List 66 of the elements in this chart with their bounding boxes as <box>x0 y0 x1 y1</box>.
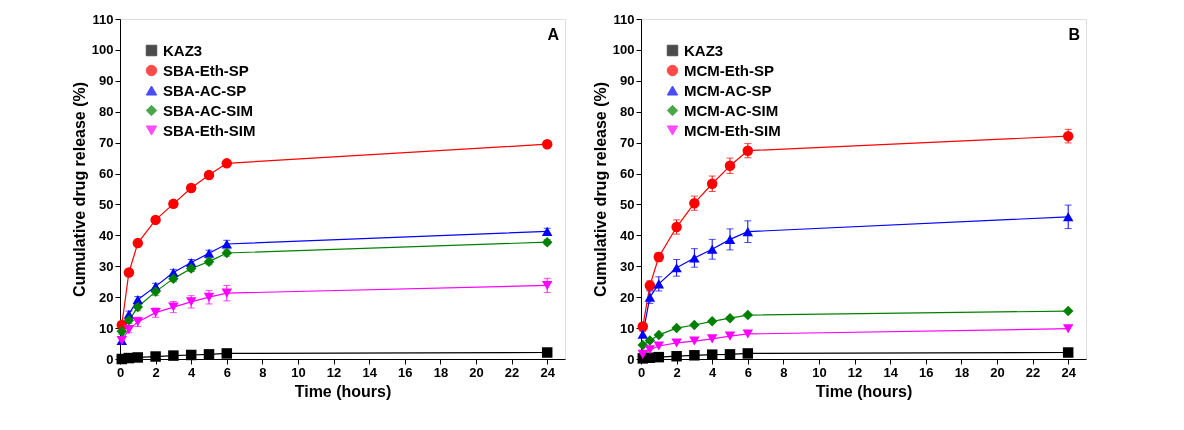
legend-label: MCM-AC-SIM <box>684 101 779 119</box>
x-tick-label: 0 <box>637 364 646 380</box>
x-tick-label: 6 <box>744 364 752 380</box>
legend-label: KAZ3 <box>684 41 724 59</box>
y-tick-label: 0 <box>106 351 114 367</box>
y-tick-label: 0 <box>627 351 635 367</box>
y-axis-title: Cumulative drug release (%) <box>591 81 609 298</box>
y-tick-label: 110 <box>613 11 635 27</box>
x-tick-label: 10 <box>812 364 827 380</box>
x-tick-label: 18 <box>954 364 970 380</box>
y-tick-label: 30 <box>99 258 114 274</box>
annotation: A <box>547 26 560 43</box>
y-tick-label: 80 <box>99 104 114 120</box>
y-tick-label: 40 <box>99 227 114 243</box>
x-tick-label: 2 <box>673 364 681 380</box>
y-tick-label: 10 <box>620 320 635 336</box>
y-axis-title: Cumulative drug release (%) <box>70 81 88 298</box>
legend-label: MCM-Eth-SIM <box>684 121 781 139</box>
y-tick-label: 50 <box>99 196 114 212</box>
y-tick-label: 90 <box>620 73 635 89</box>
y-tick-label: 20 <box>99 289 114 305</box>
legend-label: MCM-Eth-SP <box>684 61 774 79</box>
x-tick-label: 12 <box>326 364 342 380</box>
x-tick-label: 8 <box>780 364 788 380</box>
y-tick-label: 70 <box>620 135 635 151</box>
y-tick-label: 40 <box>620 227 635 243</box>
legend-label: KAZ3 <box>163 41 203 59</box>
x-tick-label: 10 <box>291 364 306 380</box>
legend-label: SBA-AC-SP <box>163 81 247 99</box>
x-tick-label: 14 <box>883 364 899 380</box>
legend-label: SBA-Eth-SP <box>163 61 249 79</box>
x-tick-label: 24 <box>540 364 556 380</box>
x-tick-label: 22 <box>504 364 520 380</box>
y-tick-label: 80 <box>620 104 635 120</box>
x-tick-label: 20 <box>990 364 1005 380</box>
y-tick-label: 30 <box>620 258 635 274</box>
y-tick-label: 100 <box>91 42 114 58</box>
y-tick-label: 50 <box>620 196 635 212</box>
x-tick-label: 4 <box>188 364 197 380</box>
x-axis-title: Time (hours) <box>294 382 392 400</box>
x-tick-label: 8 <box>259 364 267 380</box>
x-tick-label: 22 <box>1025 364 1041 380</box>
x-tick-label: 20 <box>469 364 484 380</box>
legend-label: SBA-AC-SIM <box>163 101 253 119</box>
annotation: B <box>1068 26 1080 43</box>
y-tick-label: 110 <box>92 11 114 27</box>
y-tick-label: 20 <box>620 289 635 305</box>
y-tick-label: 90 <box>99 73 114 89</box>
x-tick-label: 16 <box>919 364 934 380</box>
x-tick-label: 2 <box>152 364 160 380</box>
x-tick-label: 4 <box>709 364 718 380</box>
legend-label: MCM-AC-SP <box>684 81 772 99</box>
legend-label: SBA-Eth-SIM <box>163 121 256 139</box>
x-tick-label: 18 <box>433 364 449 380</box>
x-tick-label: 16 <box>398 364 413 380</box>
x-tick-label: 6 <box>223 364 231 380</box>
y-tick-label: 10 <box>99 320 114 336</box>
x-tick-label: 0 <box>116 364 125 380</box>
x-tick-label: 14 <box>362 364 378 380</box>
y-tick-label: 60 <box>99 166 114 182</box>
y-tick-label: 70 <box>99 135 114 151</box>
x-axis-title: Time (hours) <box>815 382 913 400</box>
x-tick-label: 24 <box>1061 364 1077 380</box>
y-tick-label: 60 <box>620 166 635 182</box>
x-tick-label: 12 <box>847 364 863 380</box>
y-tick-label: 100 <box>612 42 635 58</box>
